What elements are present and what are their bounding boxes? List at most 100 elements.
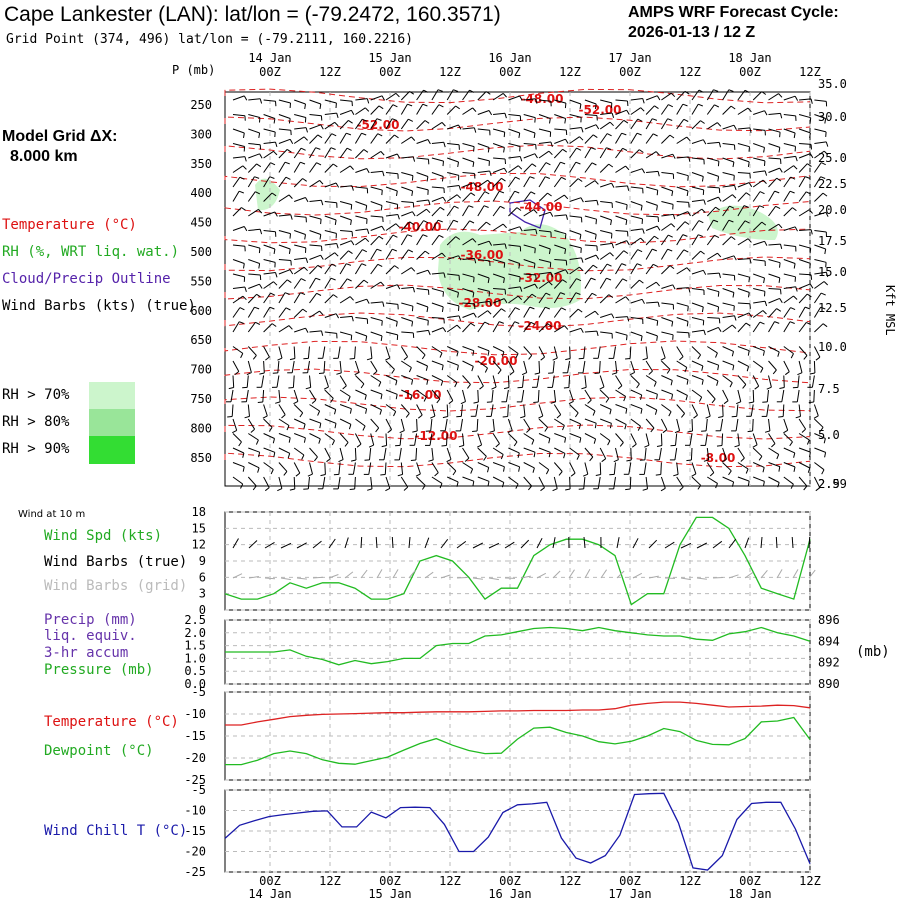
wind-barb-grid bbox=[696, 577, 707, 580]
wind-barb bbox=[768, 273, 780, 279]
wind-barb bbox=[661, 284, 673, 289]
wind-barb-flag bbox=[626, 459, 632, 462]
wind-barb bbox=[508, 259, 520, 264]
wind-barb bbox=[492, 418, 495, 431]
wind-barb-flag bbox=[442, 416, 448, 419]
wind-barb-flag bbox=[320, 219, 322, 225]
temperature-contour-label: -52.00 bbox=[357, 118, 400, 132]
wind-barb-flag bbox=[366, 168, 370, 174]
wind-barb bbox=[447, 185, 460, 188]
wind-barb-flag bbox=[563, 453, 566, 459]
wind-barb bbox=[370, 248, 378, 260]
wind-barb-true bbox=[264, 541, 275, 549]
wind-barb-flag bbox=[790, 353, 794, 359]
wind-barb-flag bbox=[748, 292, 750, 298]
wind-barb-flag bbox=[446, 458, 452, 463]
wind-barb bbox=[385, 214, 398, 217]
wind-barb bbox=[798, 176, 806, 188]
wind-barb bbox=[597, 476, 601, 489]
wind-barb bbox=[584, 330, 597, 333]
y-tick-label-right: 892 bbox=[818, 656, 840, 670]
wind-barb-flag bbox=[469, 89, 475, 93]
wind-barb bbox=[263, 272, 276, 275]
wind-barb bbox=[492, 433, 500, 444]
wind-barb bbox=[370, 264, 379, 275]
wind-barb bbox=[584, 215, 597, 220]
wind-barb bbox=[538, 230, 551, 233]
wind-barb bbox=[674, 447, 678, 460]
wind-barb-flag bbox=[701, 208, 706, 213]
wind-barb-flag bbox=[257, 467, 260, 473]
wind-barb-flag bbox=[784, 371, 790, 376]
wind-barb-flag bbox=[300, 278, 306, 282]
wind-barb bbox=[477, 157, 490, 162]
wind-barb-flag bbox=[428, 459, 434, 462]
wind-barb-true bbox=[232, 538, 239, 549]
wind-barb bbox=[814, 114, 826, 119]
wind-barb bbox=[660, 118, 669, 130]
wind-barb-flag bbox=[240, 353, 244, 359]
wind-barb-flag bbox=[377, 263, 383, 267]
wind-barb bbox=[768, 128, 781, 133]
wind-barb bbox=[416, 288, 429, 291]
wind-barb bbox=[645, 404, 658, 411]
wind-barb bbox=[293, 346, 296, 359]
wind-barb bbox=[691, 172, 704, 177]
wind-barb-flag bbox=[427, 269, 431, 275]
wind-barb-flag bbox=[747, 238, 752, 243]
wind-barb bbox=[735, 418, 739, 431]
wind-barb bbox=[247, 306, 255, 318]
wind-barb bbox=[676, 136, 688, 144]
wind-barb-flag bbox=[592, 264, 598, 269]
wind-barb bbox=[309, 264, 319, 275]
wind-barb bbox=[813, 176, 822, 188]
wind-barb bbox=[630, 132, 638, 144]
wind-barb bbox=[278, 99, 291, 104]
wind-barb-flag bbox=[268, 427, 273, 432]
wind-barb bbox=[462, 389, 466, 402]
wind-barb bbox=[737, 302, 750, 305]
wind-barb bbox=[645, 118, 653, 130]
wind-barb-flag bbox=[789, 441, 793, 447]
wind-barb bbox=[385, 265, 395, 275]
wind-barb bbox=[462, 257, 475, 260]
wind-barb bbox=[737, 375, 747, 385]
wind-barb bbox=[446, 105, 456, 115]
wind-barb bbox=[553, 148, 563, 159]
wind-barb-flag bbox=[595, 124, 600, 130]
wind-barb bbox=[691, 346, 701, 356]
wind-barb-flag bbox=[636, 132, 642, 136]
wind-barb bbox=[722, 476, 734, 483]
wind-barb-flag bbox=[660, 487, 666, 492]
wind-barb bbox=[324, 433, 335, 441]
wind-barb bbox=[416, 389, 427, 398]
wind-barb-flag bbox=[629, 371, 635, 376]
wind-barb-flag bbox=[714, 104, 720, 108]
wind-barb-true bbox=[472, 542, 484, 549]
wind-barb bbox=[430, 418, 433, 431]
wind-barb-flag bbox=[590, 147, 596, 150]
wind-barb bbox=[814, 128, 827, 133]
wind-barb-flag bbox=[807, 467, 811, 473]
wind-barb bbox=[691, 103, 699, 115]
wind-barb bbox=[737, 157, 750, 163]
wind-barb-flag bbox=[606, 147, 612, 150]
height-level-label: 2.99 bbox=[818, 477, 847, 491]
wind-barb-flag bbox=[503, 167, 508, 173]
wind-barb-flag bbox=[381, 320, 383, 326]
wind-barb bbox=[324, 182, 337, 188]
wind-barb-flag bbox=[438, 234, 444, 238]
wind-barb bbox=[232, 143, 245, 147]
wind-barb-flag bbox=[581, 386, 587, 390]
wind-barb bbox=[523, 114, 536, 119]
wind-barb bbox=[477, 128, 490, 131]
wind-barb bbox=[355, 331, 367, 337]
wind-barb-flag bbox=[473, 146, 475, 152]
wind-barb-flag bbox=[258, 209, 263, 214]
wind-barb bbox=[722, 404, 724, 417]
wind-barb bbox=[416, 476, 426, 486]
wind-barb bbox=[400, 91, 410, 101]
wind-barb-flag bbox=[701, 379, 704, 385]
wind-barb-flag bbox=[270, 292, 276, 296]
wind-barb bbox=[446, 205, 455, 217]
